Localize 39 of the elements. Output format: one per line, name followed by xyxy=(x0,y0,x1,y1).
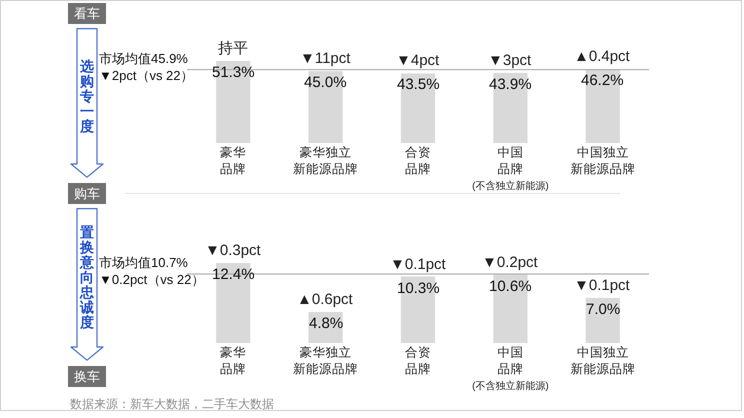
source-note: 数据来源：新车大数据，二手车大数据 xyxy=(70,397,274,411)
x-tick-label: 豪华独立新能源品牌 xyxy=(293,344,358,376)
annotation: ▼0.3pct xyxy=(205,242,262,259)
annotation: ▲0.6pct xyxy=(297,291,354,308)
annotation: ▼0.1pct xyxy=(390,256,447,273)
ref-line-label: 市场均值45.9% ▼2pct（vs 22） xyxy=(99,51,194,83)
data-label: 7.0% xyxy=(586,301,620,318)
data-label: 43.5% xyxy=(397,76,440,93)
data-label: 12.4% xyxy=(212,266,255,283)
bar xyxy=(586,298,620,343)
annotation: ▼4pct xyxy=(396,52,440,69)
annotation: 持平 xyxy=(218,40,248,57)
x-tick-label: 合资品牌 xyxy=(405,346,431,376)
annotation: ▼3pct xyxy=(488,52,532,69)
ref-line-label: 市场均值10.7% ▼0.2pct（vs 22） xyxy=(99,255,204,287)
x-tick-label: 中国品牌(不含独立新能源) xyxy=(472,146,549,192)
stage-label: 购车 xyxy=(68,183,106,204)
x-tick-label: 合资品牌 xyxy=(405,146,431,176)
data-label: 51.3% xyxy=(212,64,255,81)
annotation: ▼11pct xyxy=(300,50,352,67)
x-tick-label: 中国品牌(不含独立新能源) xyxy=(472,346,549,392)
x-tick-label: 豪华品牌 xyxy=(220,146,246,176)
stage-label: 看车 xyxy=(68,3,106,24)
text: 选购专一度 xyxy=(80,58,94,134)
annotation: ▲0.4pct xyxy=(574,48,631,65)
data-label: 10.6% xyxy=(489,278,532,295)
x-tick-label: 中国独立新能源品牌 xyxy=(570,144,636,176)
x-tick-label: 中国独立新能源品牌 xyxy=(570,344,636,376)
x-tick-label: 豪华品牌 xyxy=(220,346,246,376)
data-label: 10.3% xyxy=(397,280,440,297)
stage-label: 换车 xyxy=(68,366,106,387)
annotation: ▼0.1pct xyxy=(574,277,631,294)
data-label: 46.2% xyxy=(581,72,624,89)
x-tick-label: 豪华独立新能源品牌 xyxy=(293,144,358,176)
data-label: 4.8% xyxy=(309,315,344,332)
text: 置换意向忠诚度 xyxy=(80,224,94,330)
data-label: 45.0% xyxy=(304,74,347,91)
data-label: 43.9% xyxy=(489,76,532,93)
annotation: ▼0.2pct xyxy=(482,254,539,271)
